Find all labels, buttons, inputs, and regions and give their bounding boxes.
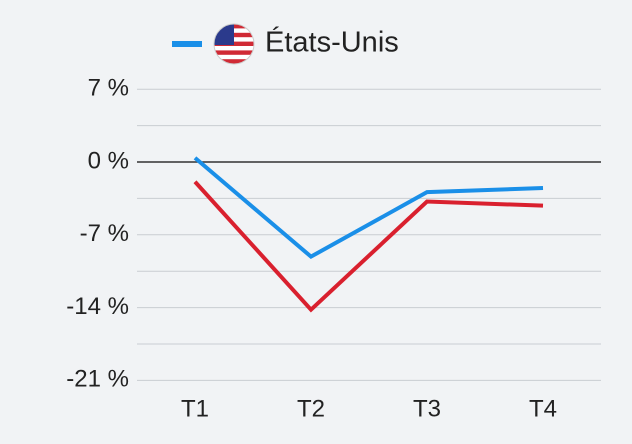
- flag-icon: [214, 24, 254, 64]
- y-tick-label: -7 %: [80, 220, 129, 247]
- x-tick-label: T3: [413, 395, 441, 422]
- y-tick-label: 7 %: [88, 75, 129, 102]
- y-tick-label: -21 %: [66, 366, 129, 393]
- y-tick-label: 0 %: [88, 147, 129, 174]
- legend: États-Unis: [172, 23, 399, 65]
- line-series: [193, 156, 544, 260]
- line-series: [193, 180, 544, 313]
- legend-label: États-Unis: [265, 26, 399, 59]
- x-tick-label: T4: [529, 395, 557, 422]
- x-tick-label: T1: [181, 395, 209, 422]
- y-tick-label: -14 %: [66, 293, 129, 320]
- x-tick-label: T2: [297, 395, 325, 422]
